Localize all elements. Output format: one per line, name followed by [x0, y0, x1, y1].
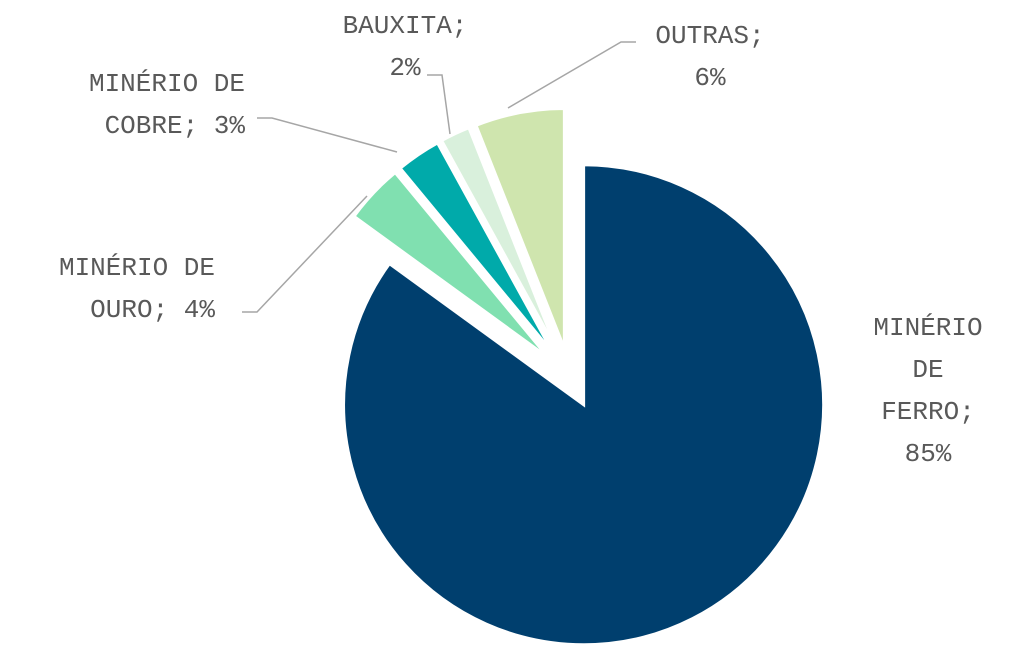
pie-slice [398, 140, 555, 355]
leader-line [507, 41, 636, 109]
leader-line [257, 117, 398, 153]
pie-slice [439, 125, 559, 352]
leader-lines [242, 41, 636, 313]
pie [342, 107, 826, 647]
leader-line [242, 195, 368, 313]
pie-slice [351, 170, 550, 359]
pie-slice [342, 163, 826, 647]
data-label: OUTRAS; 6% [655, 21, 764, 93]
data-label: MINÉRIO DE FERRO; 85% [873, 313, 982, 469]
data-label: BAUXITA; 2% [343, 11, 468, 83]
pie-slice [474, 107, 566, 350]
data-label: MINÉRIO DE COBRE; 3% [89, 69, 245, 141]
leader-line [427, 74, 451, 135]
data-label: MINÉRIO DE OURO; 4% [59, 253, 215, 325]
